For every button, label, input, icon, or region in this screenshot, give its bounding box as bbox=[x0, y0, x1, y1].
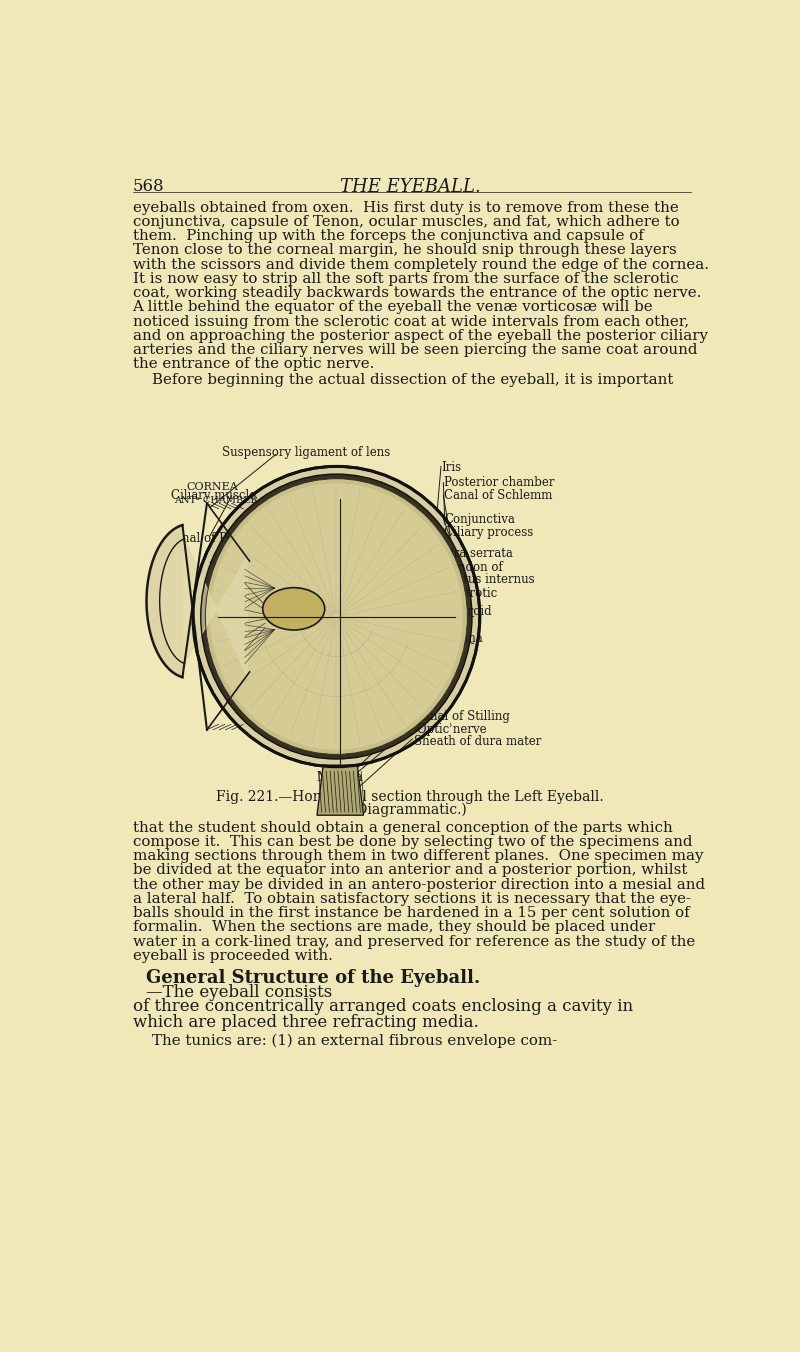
Text: with the scissors and divide them completely round the edge of the cornea.: with the scissors and divide them comple… bbox=[133, 258, 709, 272]
Text: Fig. 221.—Horizontal section through the Left Eyeball.: Fig. 221.—Horizontal section through the… bbox=[216, 790, 604, 804]
Text: Macula: Macula bbox=[317, 771, 364, 784]
Polygon shape bbox=[317, 765, 363, 815]
Text: and on approaching the posterior aspect of the eyeball the posterior ciliary: and on approaching the posterior aspect … bbox=[133, 329, 707, 343]
Ellipse shape bbox=[262, 588, 325, 630]
Ellipse shape bbox=[206, 479, 467, 754]
Text: Ciliary muscle: Ciliary muscle bbox=[171, 489, 257, 503]
Text: General Structure of the Eyeball.: General Structure of the Eyeball. bbox=[146, 969, 481, 987]
Text: conjunctiva, capsule of Tenon, ocular muscles, and fat, which adhere to: conjunctiva, capsule of Tenon, ocular mu… bbox=[133, 215, 679, 228]
Text: Before beginning the actual dissection of the eyeball, it is important: Before beginning the actual dissection o… bbox=[133, 373, 673, 387]
Text: making sections through them in two different planes.  One specimen may: making sections through them in two diff… bbox=[133, 849, 703, 863]
Text: 568: 568 bbox=[133, 177, 164, 195]
Text: Canal of Schlemm: Canal of Schlemm bbox=[444, 489, 553, 503]
Ellipse shape bbox=[201, 475, 472, 758]
Text: THE EYEBALL.: THE EYEBALL. bbox=[340, 177, 480, 196]
Text: which are placed three refracting media.: which are placed three refracting media. bbox=[133, 1014, 478, 1030]
Text: CORNEA: CORNEA bbox=[186, 481, 238, 492]
Text: LENS: LENS bbox=[276, 600, 311, 614]
Text: be divided at the equator into an anterior and a posterior portion, whilst: be divided at the equator into an anteri… bbox=[133, 864, 687, 877]
Text: Tendon of: Tendon of bbox=[444, 561, 503, 575]
Text: a lateral half.  To obtain satisfactory sections it is necessary that the eye-: a lateral half. To obtain satisfactory s… bbox=[133, 892, 690, 906]
Text: A little behind the equator of the eyeball the venæ vorticosæ will be: A little behind the equator of the eyeba… bbox=[133, 300, 653, 315]
Text: Sclerotic: Sclerotic bbox=[444, 587, 498, 600]
Text: (Diagrammatic.): (Diagrammatic.) bbox=[352, 802, 468, 817]
Text: Choroid: Choroid bbox=[444, 604, 492, 618]
Text: Ora serrata: Ora serrata bbox=[444, 548, 513, 560]
Text: that the student should obtain a general conception of the parts which: that the student should obtain a general… bbox=[133, 821, 672, 834]
Text: Retina: Retina bbox=[444, 631, 483, 645]
Text: It is now easy to strip all the soft parts from the surface of the sclerotic: It is now easy to strip all the soft par… bbox=[133, 272, 678, 287]
Text: arteries and the ciliary nerves will be seen piercing the same coat around: arteries and the ciliary nerves will be … bbox=[133, 343, 697, 357]
Text: of three concentrically arranged coats enclosing a cavity in: of three concentrically arranged coats e… bbox=[133, 999, 633, 1015]
Text: Sheath of dura mater: Sheath of dura mater bbox=[414, 735, 542, 748]
Text: them.  Pinching up with the forceps the conjunctiva and capsule of: them. Pinching up with the forceps the c… bbox=[133, 230, 643, 243]
Text: Iris: Iris bbox=[441, 461, 461, 475]
Text: -Opticʾnerve: -Opticʾnerve bbox=[414, 723, 487, 735]
Text: coat, working steadily backwards towards the entrance of the optic nerve.: coat, working steadily backwards towards… bbox=[133, 287, 701, 300]
Text: the other may be divided in an antero-posterior direction into a mesial and: the other may be divided in an antero-po… bbox=[133, 877, 705, 891]
Text: Canal of Petit: Canal of Petit bbox=[166, 531, 246, 545]
Text: formalin.  When the sections are made, they should be placed under: formalin. When the sections are made, th… bbox=[133, 921, 654, 934]
Text: the entrance of the optic nerve.: the entrance of the optic nerve. bbox=[133, 357, 374, 372]
Text: Tenon close to the corneal margin, he should snip through these layers: Tenon close to the corneal margin, he sh… bbox=[133, 243, 676, 257]
Polygon shape bbox=[146, 525, 182, 677]
Text: noticed issuing from the sclerotic coat at wide intervals from each other,: noticed issuing from the sclerotic coat … bbox=[133, 315, 689, 329]
Polygon shape bbox=[160, 539, 247, 676]
Text: water in a cork-lined tray, and preserved for reference as the study of the: water in a cork-lined tray, and preserve… bbox=[133, 934, 694, 949]
Ellipse shape bbox=[193, 466, 480, 767]
Text: compose it.  This can best be done by selecting two of the specimens and: compose it. This can best be done by sel… bbox=[133, 834, 692, 849]
Text: Ciliary process: Ciliary process bbox=[444, 526, 534, 539]
Text: Canal of Stilling: Canal of Stilling bbox=[414, 711, 510, 723]
Text: Conjunctiva: Conjunctiva bbox=[444, 514, 515, 526]
Text: eyeballs obtained from oxen.  His first duty is to remove from these the: eyeballs obtained from oxen. His first d… bbox=[133, 200, 678, 215]
Text: balls should in the first instance be hardened in a 15 per cent solution of: balls should in the first instance be ha… bbox=[133, 906, 690, 921]
Text: Posterior chamber: Posterior chamber bbox=[444, 476, 554, 489]
Text: eyeball is proceeded with.: eyeball is proceeded with. bbox=[133, 949, 333, 963]
Text: VITREOUS | BODY: VITREOUS | BODY bbox=[264, 622, 385, 634]
Text: —The eyeball consists: —The eyeball consists bbox=[146, 984, 333, 1000]
Text: ANTᵃ CHAMBER: ANTᵃ CHAMBER bbox=[174, 496, 258, 504]
Text: The tunics are: (1) an external fibrous envelope com-: The tunics are: (1) an external fibrous … bbox=[133, 1034, 557, 1048]
Text: rectus internus: rectus internus bbox=[444, 573, 534, 587]
Text: Suspensory ligament of lens: Suspensory ligament of lens bbox=[222, 446, 390, 458]
Ellipse shape bbox=[210, 483, 462, 750]
